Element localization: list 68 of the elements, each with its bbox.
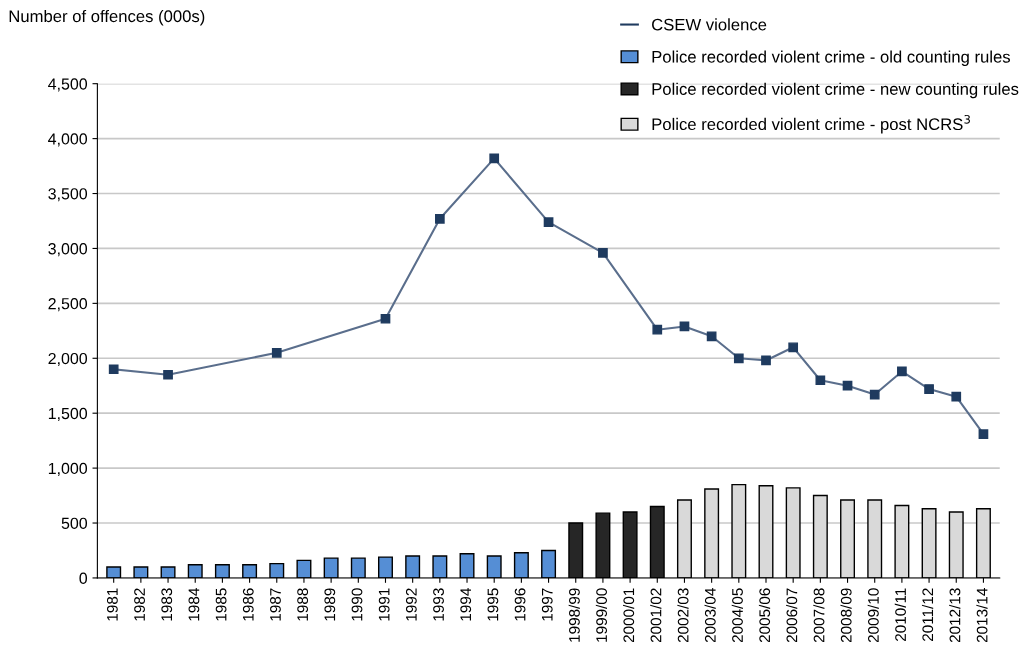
point	[434, 213, 445, 224]
x-tick-label: 2001/02	[650, 588, 662, 643]
x-tick-label: 1996	[514, 588, 526, 621]
x-tick-label: 1993	[433, 588, 444, 621]
y-tick-label: 0	[79, 572, 88, 584]
x-tick-label: 2006/07	[786, 588, 798, 643]
legend-label: Police recorded violent crime - old counting rules	[652, 50, 1011, 67]
x-tick-label: 1992	[405, 588, 417, 621]
x-tick-label: 2008/09	[840, 588, 852, 643]
x-tick-label: 1987	[270, 588, 281, 621]
y-tick-label: 2,000	[48, 352, 88, 367]
x-tick-label: 2002/03	[677, 588, 689, 643]
y-tick-label: 500	[61, 517, 88, 529]
point	[951, 391, 962, 402]
point	[924, 384, 934, 394]
x-tick-label: 1985	[215, 588, 227, 621]
legend-label: CSEW violence	[652, 18, 767, 31]
point	[652, 324, 663, 335]
x-tick-label: 2004/05	[731, 588, 743, 643]
x-tick-label: 1983	[161, 588, 173, 621]
point	[271, 347, 282, 358]
legend-label: Police recorded violent crime - post NCRS$^{3}$	[652, 114, 970, 134]
x-tick-label: 1988	[297, 588, 309, 621]
point	[869, 389, 880, 400]
point	[380, 313, 391, 324]
y-tick-label: 3,000	[48, 243, 88, 257]
point	[897, 366, 907, 377]
x-tick-label: 1982	[134, 588, 145, 621]
point	[163, 369, 173, 380]
point	[761, 355, 771, 366]
point	[706, 331, 717, 342]
x-tick-label: 2011/12	[921, 588, 934, 641]
point	[842, 380, 853, 391]
x-tick-label: 2005/06	[758, 588, 771, 643]
y-tick-label: 1,000	[48, 462, 88, 476]
point	[598, 247, 608, 258]
point	[788, 342, 799, 353]
y-tick-label: 4,500	[48, 78, 88, 92]
y-tick-label: 2,500	[48, 297, 88, 312]
x-tick-label: 2013/14	[976, 588, 988, 643]
point	[733, 353, 744, 364]
point	[815, 375, 826, 386]
x-tick-label: 1990	[351, 588, 363, 621]
x-tick-label: 1994	[460, 588, 472, 621]
x-tick-label: 1981	[106, 588, 118, 621]
x-tick-label: 1995	[487, 588, 499, 621]
x-tick-label: 1999/00	[595, 588, 608, 642]
x-tick-label: 1997	[541, 588, 553, 621]
point	[489, 153, 500, 164]
x-tick-label: 1991	[378, 588, 390, 621]
y-axis-title: Number of offences (000s)	[9, 9, 205, 26]
x-tick-label: 2007/08	[813, 588, 825, 643]
y-tick-label: 3,500	[48, 188, 88, 202]
point	[978, 429, 989, 439]
point	[543, 217, 554, 227]
x-tick-label: 1989	[324, 588, 336, 621]
x-tick-label: 2000/01	[622, 588, 635, 643]
x-tick-label: 2003/04	[704, 588, 716, 643]
x-tick-label: 2010/11	[894, 588, 906, 641]
point	[108, 364, 119, 375]
legend-label: Police recorded violent crime - new counting rules	[652, 82, 1019, 99]
y-tick-label: 4,000	[48, 133, 88, 147]
x-tick-label: 1984	[188, 588, 200, 621]
x-tick-label: 1998/99	[568, 588, 580, 642]
y-tick-label: 1,500	[48, 407, 88, 422]
x-tick-label: 2009/10	[867, 588, 879, 643]
x-tick-label: 1986	[242, 588, 254, 621]
x-tick-label: 2012/13	[949, 588, 961, 643]
